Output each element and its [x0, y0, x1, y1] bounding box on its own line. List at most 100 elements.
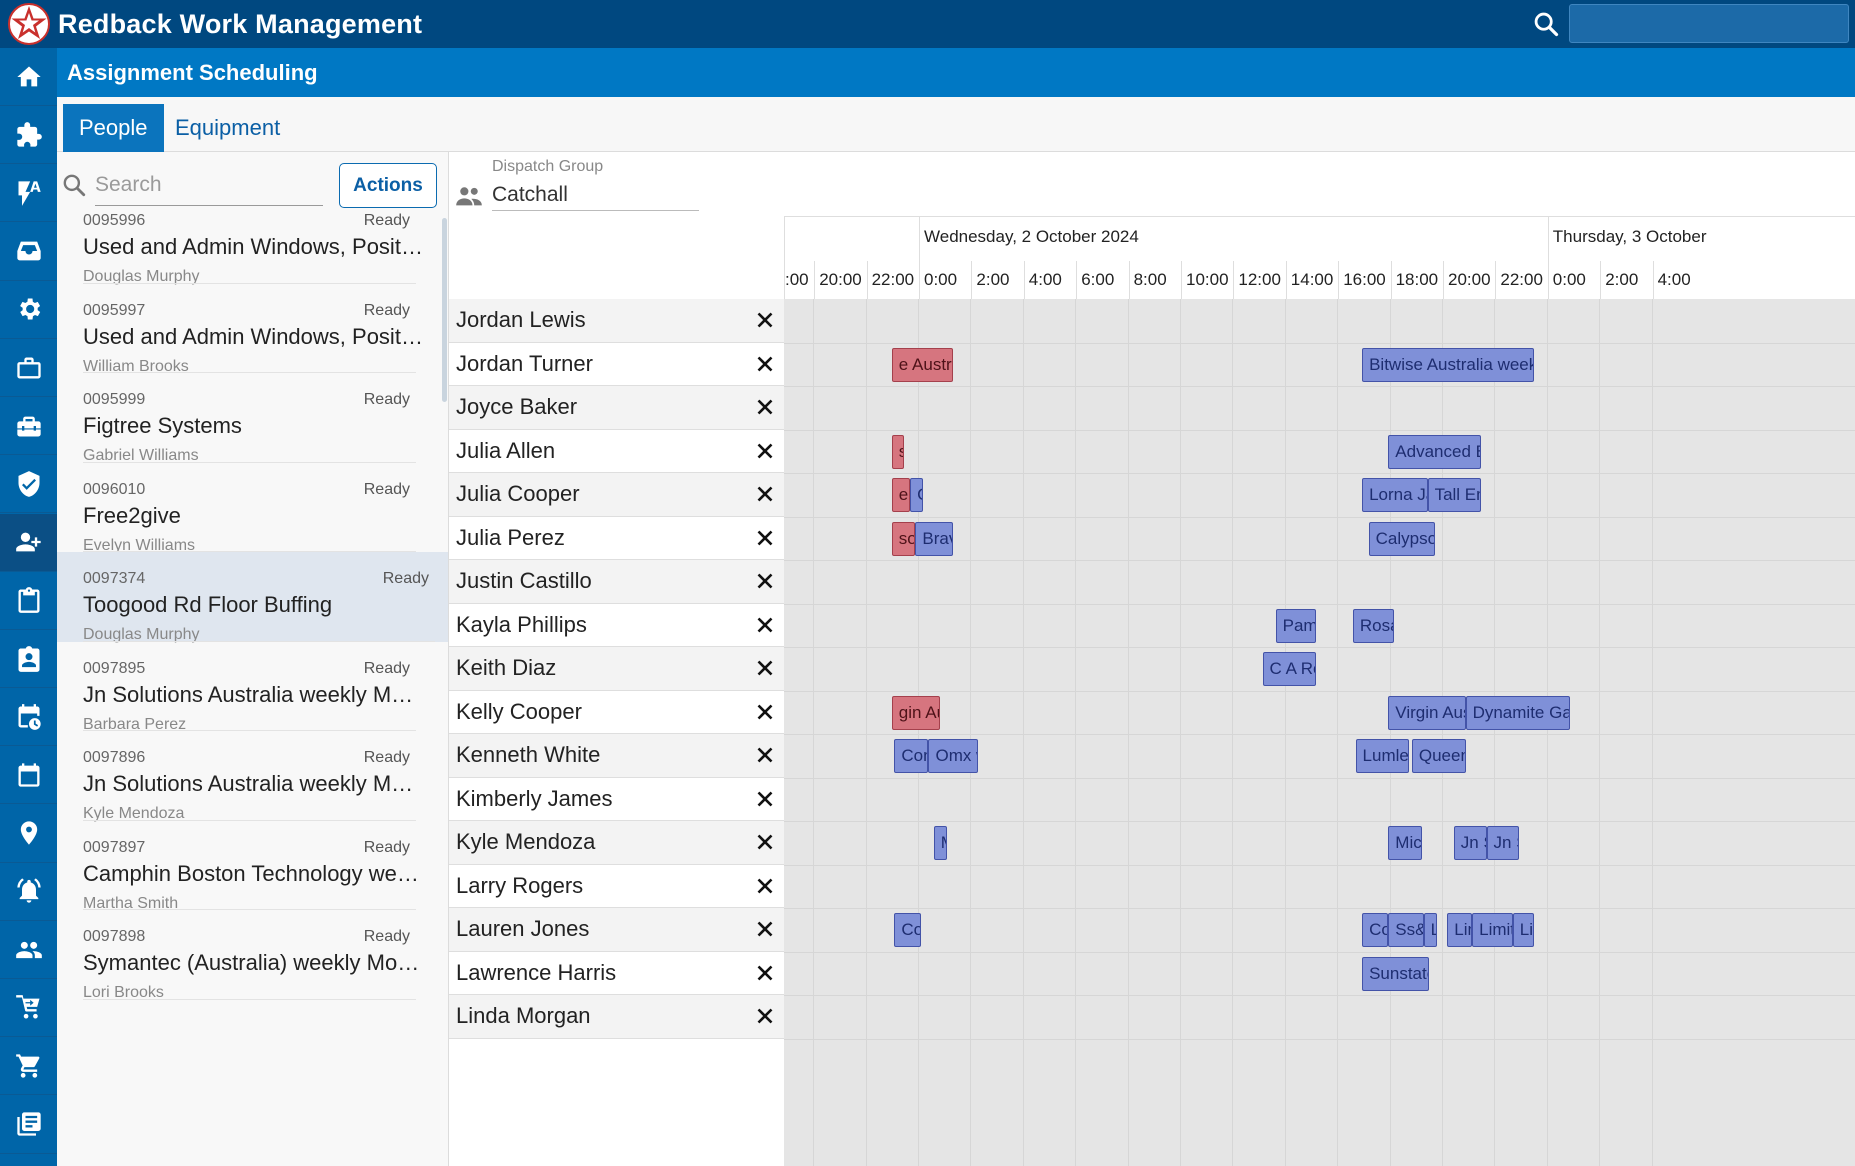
global-search-input[interactable] [1569, 4, 1849, 43]
appointment-block[interactable]: en [891, 478, 911, 512]
work-item-row[interactable]: 0096010 Ready Free2give Evelyn Williams [57, 463, 430, 554]
appointment-block[interactable]: Lorna Ja [1362, 478, 1428, 512]
appointment-block[interactable]: Omx w [928, 739, 979, 773]
remove-resource-button[interactable] [752, 960, 778, 986]
appointment-block[interactable]: Micl [1388, 826, 1423, 860]
work-item-title: Figtree Systems [83, 413, 242, 438]
remove-resource-button[interactable] [752, 307, 778, 333]
remove-resource-button[interactable] [752, 612, 778, 638]
work-item-row[interactable]: 0095996 Ready Used and Admin Windows, Posi… [57, 194, 430, 285]
work-item-row[interactable]: 0097896 Ready Jn Solutions Australia weekl… [57, 731, 430, 822]
actions-button[interactable]: Actions [339, 163, 437, 208]
remove-resource-button[interactable] [752, 873, 778, 899]
appointment-block[interactable]: Pame [1275, 608, 1317, 643]
redback-logo-icon[interactable] [0, 0, 58, 48]
appointment-block[interactable]: Limit [1472, 913, 1513, 947]
appointment-block[interactable]: Bitwise Australia weekly [1362, 347, 1534, 382]
people-group-icon [455, 182, 483, 210]
timeline-grid[interactable]: e Australia Bitwise Australia weekly s T Ad… [784, 299, 1855, 1166]
appointment-block[interactable]: Bravur [915, 521, 953, 556]
appointment-block[interactable]: Queens [1411, 739, 1466, 773]
inbox-tray-nav-button[interactable] [0, 223, 57, 281]
remove-resource-button[interactable] [752, 742, 778, 768]
remove-resource-button[interactable] [752, 786, 778, 812]
remove-resource-button[interactable] [752, 481, 778, 507]
appointment-block[interactable]: Calypso T [1368, 521, 1436, 556]
appointment-block[interactable]: C [910, 478, 924, 512]
remove-resource-button[interactable] [752, 438, 778, 464]
group-nav-button[interactable] [0, 921, 57, 979]
appointment-block[interactable]: Lumley [1355, 739, 1410, 773]
list-scrollbar[interactable] [442, 218, 447, 402]
remove-resource-button[interactable] [752, 916, 778, 942]
work-item-row[interactable]: 0097898 Ready Symantec (Australia) weekly … [57, 910, 430, 1001]
settings-gear-nav-button[interactable] [0, 281, 57, 339]
alarm-bell-nav-button[interactable] [0, 863, 57, 921]
appointment-block[interactable]: Cor [894, 913, 921, 947]
hour-tick [814, 261, 816, 300]
home-nav-button[interactable] [0, 48, 57, 106]
tab-people[interactable]: People [63, 104, 164, 152]
library-nav-button[interactable] [0, 1096, 57, 1154]
work-item-row[interactable]: 0097897 Ready Camphin Boston Technology we… [57, 821, 430, 912]
calendar-clock-nav-button[interactable] [0, 688, 57, 747]
location-pin-nav-button[interactable] [0, 805, 57, 863]
search-icon[interactable] [1532, 10, 1560, 38]
appointment-block[interactable]: Con [894, 739, 929, 773]
work-item-row[interactable]: 0097895 Ready Jn Solutions Australia weekl… [57, 642, 430, 733]
appointment-block[interactable]: Ss&a [1388, 913, 1424, 947]
calendar-nav-button[interactable] [0, 746, 57, 805]
appointment-block[interactable]: Lir [1512, 913, 1534, 947]
appointment-block[interactable]: so T [891, 521, 916, 556]
assignment-ind-nav-button[interactable] [0, 630, 57, 688]
appointment-block[interactable]: Advanced Bu [1388, 434, 1482, 469]
appointment-block[interactable]: Rosa [1352, 608, 1394, 643]
hour-gridline [1075, 299, 1077, 1166]
close-icon [757, 878, 773, 893]
appointment-block[interactable]: Jn S [1486, 826, 1520, 860]
remove-resource-button[interactable] [752, 1003, 778, 1029]
toolbox-nav-button[interactable] [0, 397, 57, 456]
extensions-nav-button[interactable] [0, 106, 57, 165]
appointment-block[interactable]: e Australia [891, 347, 953, 382]
remove-resource-button[interactable] [752, 525, 778, 551]
appointment-block[interactable]: Dynamite Game [1465, 695, 1571, 730]
search-input[interactable] [95, 164, 323, 206]
remove-resource-button[interactable] [752, 655, 778, 681]
remove-resource-button[interactable] [752, 351, 778, 377]
row-gridline [784, 603, 1855, 605]
appointment-block[interactable]: Jn S [1453, 826, 1487, 860]
tab-equipment[interactable]: Equipment [175, 115, 281, 140]
work-item-person: Evelyn Williams [83, 536, 196, 554]
briefcase-nav-button[interactable] [0, 339, 57, 397]
people-assign-nav-button[interactable] [0, 513, 57, 572]
work-item-row[interactable]: 0095997 Ready Used and Admin Windows, Posi… [57, 284, 430, 375]
remove-resource-button[interactable] [752, 829, 778, 855]
appointment-block[interactable]: Sunstate [1362, 956, 1429, 991]
remove-resource-button[interactable] [752, 394, 778, 420]
row-gridline [784, 516, 1855, 518]
clipboard-nav-button[interactable] [0, 572, 57, 630]
verified-badge-nav-button[interactable] [0, 455, 57, 514]
appointment-block[interactable]: M [933, 826, 947, 860]
appointment-block[interactable]: s T [891, 434, 904, 469]
basket-nav-button[interactable] [0, 1037, 57, 1096]
appointment-block[interactable]: Tall Em [1427, 478, 1482, 512]
appointment-block[interactable]: Virgin Aust [1388, 695, 1466, 730]
appointment-block[interactable]: Lim [1447, 913, 1473, 947]
work-item-number: 0095996 [83, 212, 146, 229]
resource-row: Joyce Baker [449, 386, 784, 430]
appointment-block[interactable]: Co [1362, 913, 1389, 947]
appointment-block[interactable]: L [1423, 913, 1437, 947]
work-item-row[interactable]: 0095999 Ready Figtree Systems Gabriel Willi… [57, 373, 430, 464]
remove-resource-button[interactable] [752, 568, 778, 594]
cart-arrow-nav-button[interactable] [0, 979, 57, 1038]
appointment-block[interactable]: gin Aust [891, 695, 941, 730]
resource-name: Julia Perez [456, 524, 565, 550]
auto-flash-nav-button[interactable] [0, 164, 57, 223]
work-item-row[interactable]: 0097374 Ready Toogood Rd Floor Buffing Doug… [57, 552, 448, 643]
remove-resource-button[interactable] [752, 699, 778, 725]
appointment-block[interactable]: C A Rea [1262, 652, 1317, 686]
dispatch-group-select[interactable]: Catchall [492, 183, 568, 206]
hour-gridline [970, 299, 972, 1166]
